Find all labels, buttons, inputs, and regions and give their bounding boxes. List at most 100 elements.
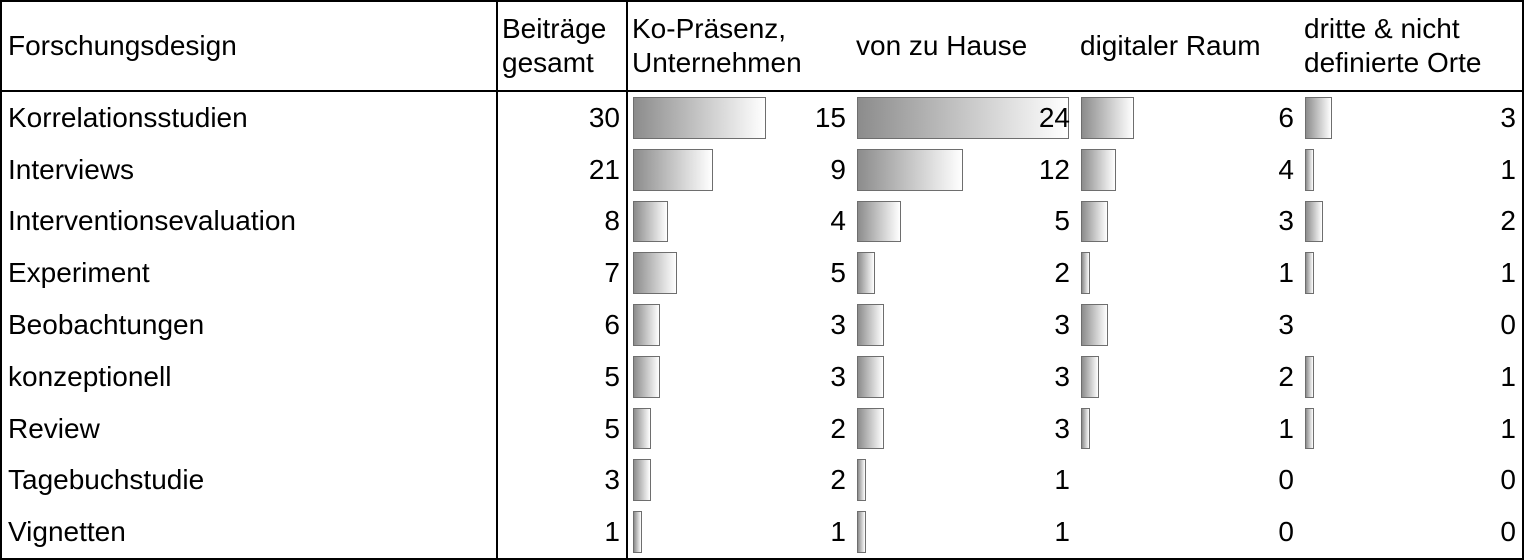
header-cell: Ko-Präsenz, Unternehmen	[628, 2, 852, 92]
value-cell: 12	[852, 144, 1076, 196]
data-bar	[633, 148, 713, 191]
data-bar	[633, 304, 660, 346]
value-text: 2	[830, 412, 846, 444]
value-cell: 2	[852, 247, 1076, 299]
value-text: 6	[604, 308, 620, 340]
value-cell: 1	[1300, 144, 1522, 196]
data-bar	[857, 252, 875, 295]
data-bar	[1305, 148, 1314, 191]
value-text: 3	[604, 464, 620, 496]
header-cell: digitaler Raum	[1076, 2, 1300, 92]
data-bar	[1305, 97, 1332, 139]
value-cell: 3	[852, 351, 1076, 403]
value-cell: 4	[628, 196, 852, 248]
value-text: 1	[1054, 516, 1070, 548]
value-text: 3	[1500, 101, 1516, 133]
value-cell: 1	[628, 506, 852, 558]
data-bar	[1081, 148, 1117, 191]
data-bar	[633, 355, 660, 398]
value-cell: 3	[1300, 92, 1522, 144]
value-text: 5	[604, 360, 620, 392]
label-text: Review	[8, 412, 100, 444]
value-cell: 2	[1076, 351, 1300, 403]
row-label: Interventionsevaluation	[2, 195, 498, 248]
value-cell: 3	[628, 299, 852, 351]
header-cell: dritte & nicht definierte Orte	[1300, 2, 1522, 92]
row-label: Vignetten	[2, 506, 498, 558]
value-text: 1	[604, 516, 620, 548]
value-cell: 1	[1300, 247, 1522, 299]
value-text: 1	[830, 516, 846, 548]
row-label: Beobachtungen	[2, 299, 498, 351]
value-cell: 0	[1300, 454, 1522, 506]
value-cell: 0	[1300, 299, 1522, 351]
value-text: 30	[588, 101, 620, 133]
value-cell: 1	[852, 454, 1076, 506]
value-text: 3	[830, 360, 846, 392]
value-text: 3	[1054, 412, 1070, 444]
data-bar	[857, 355, 884, 398]
data-bar	[633, 252, 678, 295]
value-text: 1	[1500, 257, 1516, 289]
value-cell: 0	[1300, 506, 1522, 558]
value-text: 3	[830, 308, 846, 340]
header-cell: Forschungsdesign	[2, 2, 498, 92]
value-cell: 6	[498, 299, 628, 351]
data-bar	[857, 407, 884, 450]
data-bar	[1081, 304, 1108, 346]
value-text: 12	[1038, 153, 1070, 185]
header-cell: Beiträge gesamt	[498, 2, 628, 92]
value-cell: 21	[498, 143, 628, 196]
value-cell: 5	[498, 402, 628, 455]
value-text: 5	[830, 257, 846, 289]
value-text: 1	[1500, 153, 1516, 185]
value-cell: 0	[1076, 506, 1300, 558]
label-text: Interventionsevaluation	[8, 205, 296, 237]
label-text: Beobachtungen	[8, 308, 205, 340]
value-cell: 1	[852, 506, 1076, 558]
data-bar	[857, 200, 902, 243]
value-text: 1	[1278, 257, 1294, 289]
value-cell: 1	[1076, 403, 1300, 455]
value-cell: 24	[852, 92, 1076, 144]
data-bar	[1081, 355, 1099, 398]
value-text: 0	[1500, 516, 1516, 548]
value-cell: 1	[1076, 247, 1300, 299]
data-bar	[1305, 252, 1314, 295]
value-text: 4	[830, 205, 846, 237]
value-text: 3	[1278, 308, 1294, 340]
value-text: 6	[1278, 101, 1294, 133]
row-label: Tagebuchstudie	[2, 454, 498, 507]
data-bar	[857, 511, 866, 553]
value-cell: 4	[1076, 144, 1300, 196]
value-text: 4	[1278, 153, 1294, 185]
value-text: 2	[1278, 360, 1294, 392]
data-bar	[633, 97, 766, 139]
value-text: 8	[604, 205, 620, 237]
data-bar	[633, 407, 651, 450]
value-text: 1	[1278, 412, 1294, 444]
row-label: Review	[2, 402, 498, 455]
value-cell: 3	[628, 351, 852, 403]
value-text: 9	[830, 153, 846, 185]
value-text: 1	[1054, 464, 1070, 496]
label-text: Tagebuchstudie	[8, 464, 205, 496]
value-text: 2	[1054, 257, 1070, 289]
value-cell: 3	[852, 299, 1076, 351]
row-label: Experiment	[2, 247, 498, 300]
label-text: Korrelationsstudien	[8, 101, 248, 133]
label-text: Interviews	[8, 153, 135, 185]
value-text: 0	[1278, 516, 1294, 548]
data-bar	[1081, 200, 1108, 243]
data-bar	[1305, 355, 1314, 398]
value-cell: 2	[628, 403, 852, 455]
value-text: 2	[830, 464, 846, 496]
value-cell: 5	[852, 196, 1076, 248]
value-cell: 1	[1300, 403, 1522, 455]
value-cell: 3	[1076, 196, 1300, 248]
row-label: konzeptionell	[2, 350, 498, 403]
value-cell: 5	[628, 247, 852, 299]
value-text: 1	[1500, 360, 1516, 392]
value-text: 7	[604, 257, 620, 289]
